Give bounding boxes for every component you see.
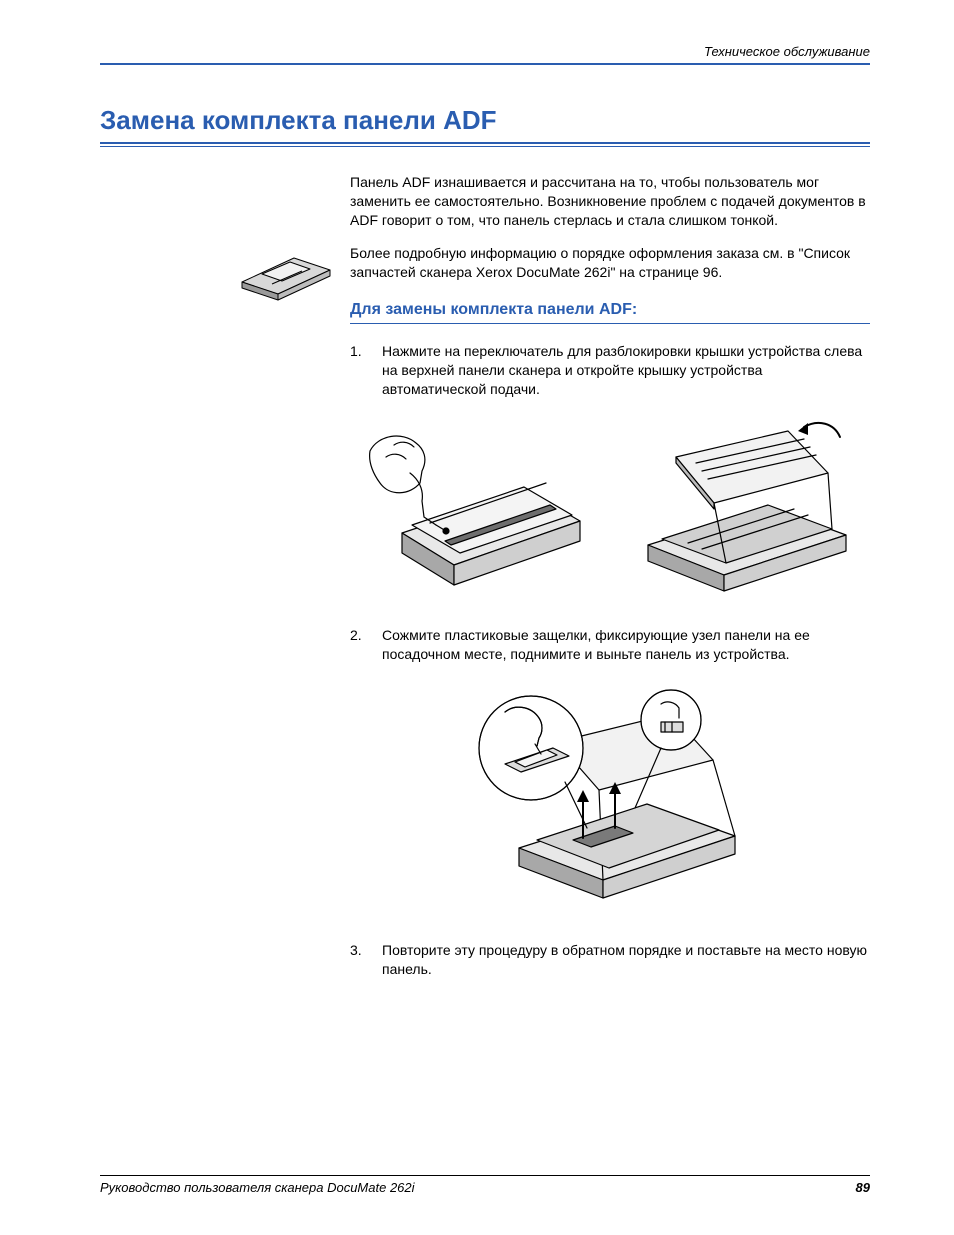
- body-paragraph-2: Более подробную информацию о порядке офо…: [350, 244, 870, 282]
- figure-scanner-press-release: [350, 413, 598, 598]
- step-number: 1.: [350, 342, 382, 399]
- footer-rule: [100, 1175, 870, 1176]
- step-row: 3. Повторите эту процедуру в обратном по…: [350, 941, 870, 979]
- header-rule: [100, 63, 870, 65]
- adf-pad-part-icon: [232, 244, 342, 304]
- step-row: 1. Нажмите на переключатель для разблоки…: [350, 342, 870, 399]
- h2-rule: [350, 323, 870, 324]
- step-number: 3.: [350, 941, 382, 979]
- page-title: Замена комплекта панели ADF: [100, 105, 870, 142]
- body-paragraph-1: Панель ADF изнашивается и рассчитана на …: [350, 173, 870, 230]
- step-number: 2.: [350, 626, 382, 664]
- step-text: Нажмите на переключатель для разблокиров…: [382, 342, 870, 399]
- h1-rule-thick: [100, 142, 870, 144]
- procedure-heading: Для замены комплекта панели ADF:: [350, 301, 870, 323]
- footer-page-number: 89: [856, 1180, 870, 1195]
- figure-scanner-remove-adf-pad: [465, 678, 755, 913]
- step-row: 2. Сожмите пластиковые защелки, фиксирую…: [350, 626, 870, 664]
- step-text: Повторите эту процедуру в обратном поряд…: [382, 941, 870, 979]
- header-section-label: Техническое обслуживание: [100, 44, 870, 63]
- figure-scanner-open-lid: [618, 413, 866, 598]
- footer-doc-title: Руководство пользователя сканера DocuMat…: [100, 1180, 415, 1195]
- page-footer: Руководство пользователя сканера DocuMat…: [100, 1175, 870, 1195]
- h1-rule-thin: [100, 146, 870, 147]
- step-text: Сожмите пластиковые защелки, фиксирующие…: [382, 626, 870, 664]
